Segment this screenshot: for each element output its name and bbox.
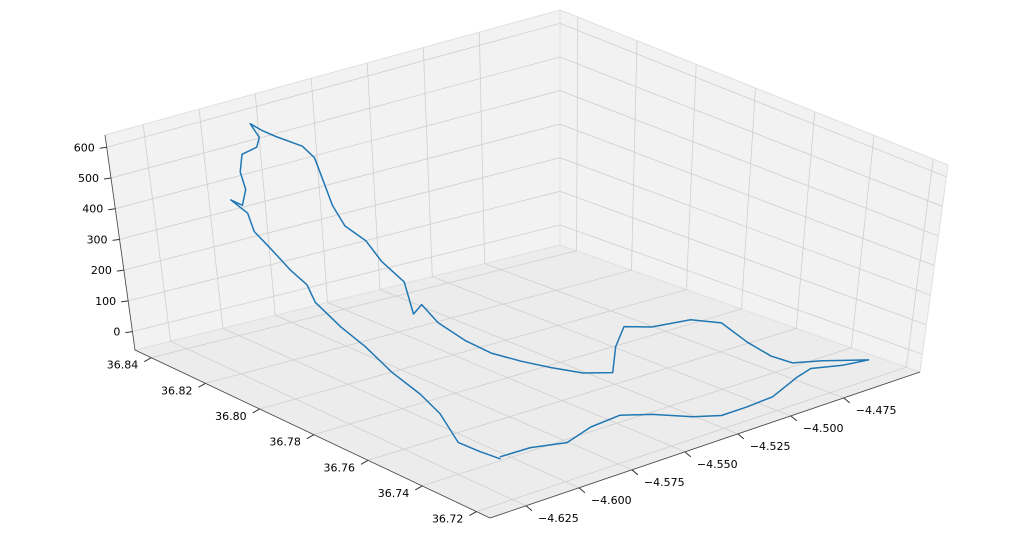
grid-line — [366, 62, 738, 435]
grid-line — [367, 111, 816, 461]
z-tick-label: 200 — [91, 264, 112, 277]
axis-line — [134, 349, 491, 519]
y-tick — [144, 357, 152, 363]
z-tick-label: 0 — [113, 326, 120, 339]
grid-line — [110, 56, 943, 207]
grid-line — [142, 124, 527, 507]
axis-line — [489, 371, 921, 519]
z-tick-label: 400 — [82, 203, 103, 216]
x-tick — [684, 451, 692, 458]
x-tick — [525, 505, 533, 512]
grid-line — [119, 123, 935, 266]
z-tick — [121, 300, 129, 303]
z-tick — [108, 208, 116, 211]
y-tick-label: 36.82 — [161, 384, 193, 397]
x-tick-label: −4.500 — [803, 422, 844, 435]
x-tick-label: −4.550 — [697, 458, 738, 471]
x-tick-label: −4.475 — [856, 404, 897, 417]
grid-line — [151, 17, 579, 359]
y-tick-label: 36.74 — [378, 487, 410, 500]
y-tick — [360, 459, 369, 465]
y-tick — [198, 382, 206, 388]
grid-line — [205, 40, 638, 384]
x-tick-label: −4.625 — [538, 512, 579, 525]
y-tick-label: 36.76 — [324, 461, 356, 474]
y-tick — [252, 408, 260, 414]
z-tick — [103, 177, 112, 180]
z-tick-label: 300 — [87, 233, 108, 246]
grid-line — [132, 224, 923, 355]
grid-line — [254, 93, 633, 471]
z-tick — [99, 146, 107, 149]
grid-line — [478, 32, 844, 399]
y-tick — [415, 485, 423, 491]
axis-line — [104, 134, 136, 351]
grid-line — [313, 88, 756, 435]
x-tick — [843, 397, 851, 404]
grid-line — [123, 157, 931, 296]
x-tick-label: −4.600 — [591, 494, 632, 507]
grid-line — [476, 159, 934, 512]
grid-line — [310, 78, 686, 453]
z-tick — [125, 331, 133, 334]
track-line — [230, 122, 870, 460]
y-tick-label: 36.72 — [432, 513, 464, 526]
grid-line — [115, 90, 939, 237]
z-tick — [112, 238, 120, 241]
grid-line — [198, 109, 580, 489]
grid-line — [128, 190, 927, 326]
z-tick-label: 100 — [95, 295, 116, 308]
grid-line — [422, 135, 875, 487]
y-tick-label: 36.80 — [215, 410, 247, 423]
y-tick-label: 36.78 — [269, 436, 301, 449]
grid-line — [422, 47, 791, 417]
y-tick-label: 36.84 — [107, 359, 139, 372]
x-tick — [578, 487, 586, 494]
grid-line — [106, 22, 947, 178]
x-tick — [631, 469, 639, 476]
z-tick-label: 500 — [78, 172, 99, 185]
back-wall-pane — [559, 9, 949, 373]
grid-line — [259, 64, 697, 410]
y-tick — [306, 434, 315, 440]
x-tick — [790, 415, 798, 422]
y-tick — [469, 511, 477, 517]
z-tick — [116, 269, 124, 272]
x-tick-label: −4.525 — [750, 440, 791, 453]
x-tick-label: −4.575 — [644, 476, 685, 489]
z-tick-label: 600 — [74, 141, 95, 154]
x-tick — [737, 433, 745, 440]
